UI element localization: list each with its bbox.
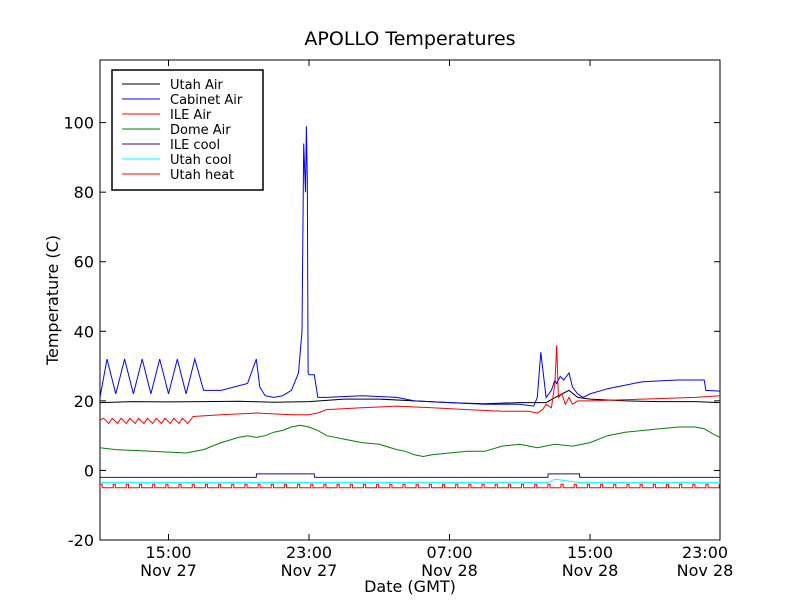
y-axis-label: Temperature (C) [43,235,62,366]
chart-title: APOLLO Temperatures [304,28,515,50]
legend-label: Dome Air [170,123,231,138]
y-tick-label: 100 [63,114,94,133]
x-tick-label-time: 07:00 [426,543,472,562]
series-line-cabinet-air [100,126,720,407]
series-line-utah-cool [100,478,720,484]
y-tick-label: 80 [74,183,94,202]
series-line-ile-cool [100,473,720,478]
legend-box [111,69,264,191]
legend-label: Utah heat [170,168,234,183]
series-line-utah-heat [100,483,720,489]
y-tick-label: 60 [74,253,94,272]
y-tick-label: 0 [84,461,94,480]
legend-label: Utah Air [170,78,223,93]
x-tick-label-time: 15:00 [567,543,613,562]
y-tick-label: -20 [68,531,94,550]
y-tick-label: 40 [74,322,94,341]
x-tick-label-date: Nov 28 [677,561,734,580]
legend-label: Utah cool [170,153,232,168]
series-line-ile-air [100,345,720,425]
x-tick-label-date: Nov 28 [562,561,619,580]
x-tick-label-time: 23:00 [286,543,332,562]
series-line-dome-air [100,424,720,458]
legend-label: ILE Air [170,108,212,123]
x-axis-label: Date (GMT) [364,577,456,596]
x-tick-label-date: Nov 27 [281,561,338,580]
legend-label: ILE cool [170,138,220,153]
y-tick-label: 20 [74,392,94,411]
x-tick-label-date: Nov 28 [421,561,478,580]
x-tick-label-time: 23:00 [682,543,728,562]
series-layer [100,126,720,489]
x-tick-label-time: 15:00 [145,543,191,562]
legend-label: Cabinet Air [170,93,243,108]
x-tick-label-date: Nov 27 [140,561,197,580]
